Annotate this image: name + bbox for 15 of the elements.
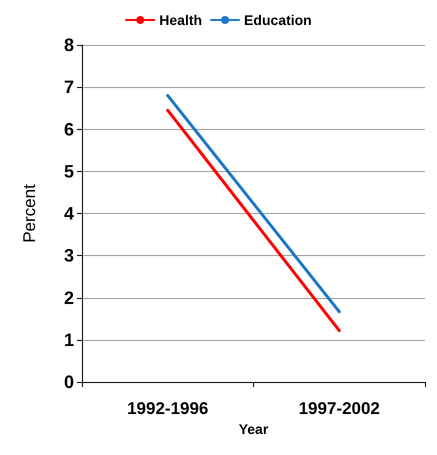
legend-label: Health — [159, 12, 202, 28]
y-tick-label: 1 — [64, 330, 74, 350]
legend-label: Education — [244, 12, 312, 28]
y-tick-label: 8 — [64, 35, 74, 55]
y-tick-label: 4 — [64, 204, 74, 224]
y-tick-label: 2 — [64, 288, 74, 308]
y-tick-label: 0 — [64, 372, 74, 392]
x-axis-title: Year — [238, 420, 269, 437]
y-tick-label: 6 — [64, 119, 74, 140]
x-tick-label: 1992-1996 — [127, 399, 208, 418]
y-tick-label: 5 — [64, 161, 74, 182]
y-axis-title: Percent — [20, 184, 39, 243]
x-tick-label: 1997-2002 — [298, 399, 380, 418]
y-tick-label: 3 — [64, 246, 74, 266]
y-tick-label: 7 — [64, 77, 74, 98]
